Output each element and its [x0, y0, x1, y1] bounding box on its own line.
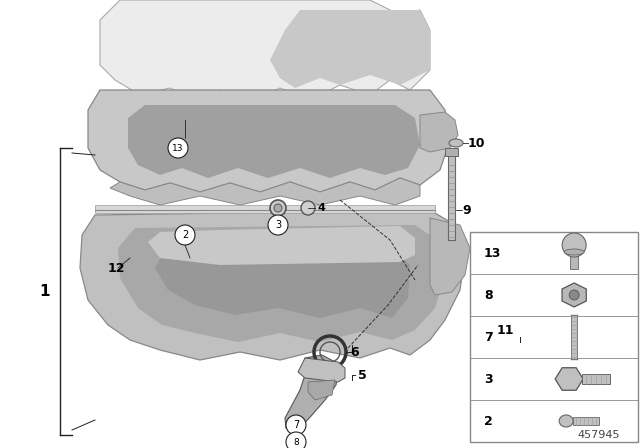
Polygon shape — [110, 178, 420, 205]
Polygon shape — [155, 245, 410, 318]
Text: 1: 1 — [40, 284, 50, 299]
Text: 12: 12 — [108, 262, 125, 275]
Text: 9: 9 — [462, 203, 470, 216]
Polygon shape — [298, 358, 345, 382]
Polygon shape — [555, 368, 583, 390]
Bar — [448, 155, 455, 240]
Ellipse shape — [449, 139, 463, 147]
Text: 13: 13 — [484, 246, 501, 259]
Text: 457945: 457945 — [577, 430, 620, 440]
Circle shape — [168, 138, 188, 158]
Circle shape — [270, 200, 286, 216]
Circle shape — [301, 201, 315, 215]
Ellipse shape — [559, 415, 573, 427]
Circle shape — [562, 233, 586, 257]
Text: 3: 3 — [275, 220, 281, 230]
Circle shape — [175, 225, 195, 245]
Text: 7: 7 — [484, 331, 493, 344]
Text: 2: 2 — [484, 414, 493, 427]
Ellipse shape — [564, 249, 584, 255]
Polygon shape — [270, 10, 430, 88]
Polygon shape — [148, 226, 415, 265]
Polygon shape — [308, 380, 335, 400]
Polygon shape — [430, 218, 470, 295]
Text: 6: 6 — [350, 345, 358, 358]
Text: 7: 7 — [293, 420, 299, 430]
Bar — [470, 232, 638, 442]
Circle shape — [569, 290, 579, 300]
Ellipse shape — [563, 291, 585, 299]
Bar — [571, 315, 577, 359]
Bar — [445, 148, 458, 156]
Circle shape — [286, 415, 306, 435]
Polygon shape — [480, 340, 578, 378]
Text: 13: 13 — [172, 143, 184, 152]
Polygon shape — [488, 332, 570, 350]
Polygon shape — [100, 0, 430, 102]
Text: 8: 8 — [484, 289, 493, 302]
Text: 5: 5 — [358, 369, 367, 382]
Bar — [570, 255, 578, 269]
Text: 3: 3 — [484, 372, 493, 385]
Bar — [573, 417, 599, 425]
Text: 11: 11 — [496, 323, 514, 336]
Text: 4: 4 — [318, 203, 326, 213]
Bar — [95, 205, 435, 213]
Bar — [582, 374, 610, 384]
Ellipse shape — [480, 354, 488, 374]
Circle shape — [268, 215, 288, 235]
Text: 8: 8 — [293, 438, 299, 447]
Polygon shape — [562, 283, 586, 307]
Ellipse shape — [570, 345, 578, 363]
Text: 2: 2 — [182, 230, 188, 240]
Polygon shape — [80, 210, 465, 360]
Polygon shape — [285, 355, 338, 432]
Polygon shape — [118, 225, 445, 342]
Circle shape — [286, 432, 306, 448]
Polygon shape — [420, 112, 458, 152]
Polygon shape — [88, 90, 450, 192]
Circle shape — [274, 204, 282, 212]
Text: 10: 10 — [468, 137, 486, 150]
Polygon shape — [128, 105, 420, 178]
